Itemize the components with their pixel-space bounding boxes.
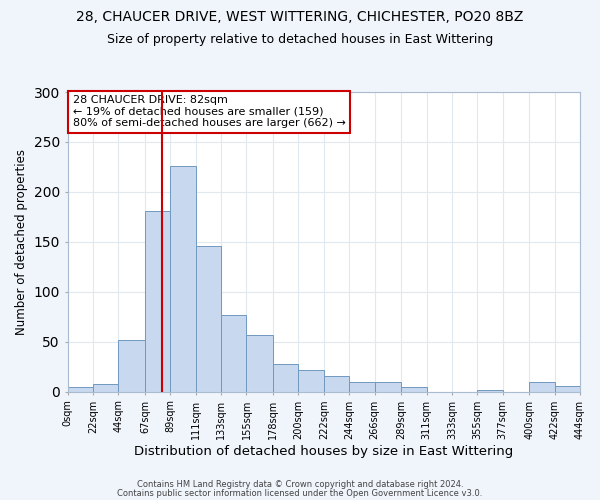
- Bar: [68, 387, 93, 392]
- Text: 28, CHAUCER DRIVE, WEST WITTERING, CHICHESTER, PO20 8BZ: 28, CHAUCER DRIVE, WEST WITTERING, CHICH…: [76, 10, 524, 24]
- Bar: [324, 376, 349, 392]
- Text: Size of property relative to detached houses in East Wittering: Size of property relative to detached ho…: [107, 32, 493, 46]
- Bar: [221, 315, 247, 392]
- Bar: [554, 386, 580, 392]
- Bar: [170, 166, 196, 392]
- Bar: [93, 384, 118, 392]
- Bar: [247, 335, 273, 392]
- Bar: [273, 364, 298, 392]
- X-axis label: Distribution of detached houses by size in East Wittering: Distribution of detached houses by size …: [134, 444, 514, 458]
- Bar: [118, 340, 145, 392]
- Text: Contains HM Land Registry data © Crown copyright and database right 2024.: Contains HM Land Registry data © Crown c…: [137, 480, 463, 489]
- Bar: [298, 370, 324, 392]
- Bar: [374, 382, 401, 392]
- Bar: [349, 382, 374, 392]
- Bar: [401, 387, 427, 392]
- Bar: [196, 246, 221, 392]
- Bar: [145, 211, 170, 392]
- Bar: [529, 382, 554, 392]
- Text: 28 CHAUCER DRIVE: 82sqm
← 19% of detached houses are smaller (159)
80% of semi-d: 28 CHAUCER DRIVE: 82sqm ← 19% of detache…: [73, 95, 346, 128]
- Bar: [477, 390, 503, 392]
- Text: Contains public sector information licensed under the Open Government Licence v3: Contains public sector information licen…: [118, 488, 482, 498]
- Y-axis label: Number of detached properties: Number of detached properties: [15, 149, 28, 335]
